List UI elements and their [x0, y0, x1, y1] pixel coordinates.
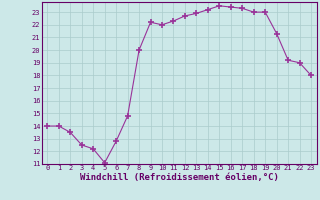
X-axis label: Windchill (Refroidissement éolien,°C): Windchill (Refroidissement éolien,°C)	[80, 173, 279, 182]
